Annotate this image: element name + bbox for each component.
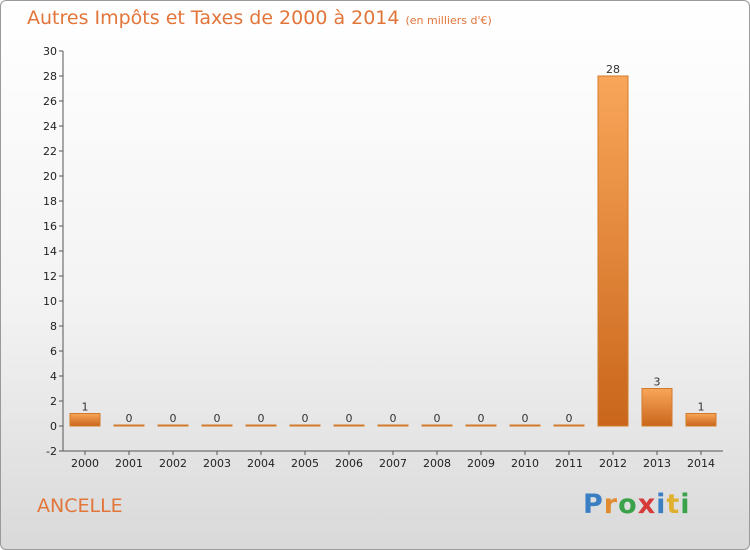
bar [69,413,101,427]
y-tick-label: 0 [50,420,57,433]
y-tick-label: 18 [43,195,57,208]
bars: 1 0 0 0 0 0 0 0 0 0 0 0 28 3 1 [69,63,717,427]
y-tick-label: 10 [43,295,57,308]
bar-value-label: 0 [170,412,177,425]
bar-value-label: 0 [126,412,133,425]
bar-value-label: 1 [698,401,705,414]
x-tick-label: 2013 [643,457,671,470]
y-tick-label: 30 [43,45,57,58]
logo-letter: x [637,489,657,520]
bar-value-label: 3 [654,376,661,389]
bar [553,424,585,427]
y-tick-label: 6 [50,345,57,358]
bar [289,424,321,427]
bar [377,424,409,427]
chart-title: Autres Impôts et Taxes de 2000 à 2014 (en… [27,7,492,29]
bar [597,75,629,427]
bar [685,413,717,427]
bar [157,424,189,427]
x-tick-label: 2005 [291,457,319,470]
bar [113,424,145,427]
y-tick-label: -2 [46,445,57,458]
y-tick-label: 4 [50,370,57,383]
proxiti-logo[interactable]: Proxiti [583,489,691,520]
bar-value-label: 0 [478,412,485,425]
logo-letter: o [618,489,638,520]
x-tick-label: 2003 [203,457,231,470]
y-tick-label: 28 [43,70,57,83]
x-tick-label: 2006 [335,457,363,470]
bar [421,424,453,427]
title-main: Autres Impôts et Taxes de 2000 à 2014 [27,7,400,29]
bar [509,424,541,427]
logo-letter: t [666,489,681,520]
x-tick-label: 2007 [379,457,407,470]
y-tick-label: 14 [43,245,57,258]
bar-value-label: 0 [434,412,441,425]
x-tick-label: 2008 [423,457,451,470]
bar-value-label: 0 [302,412,309,425]
y-tick-label: 26 [43,95,57,108]
bar-value-label: 28 [606,63,620,76]
y-tick-label: 22 [43,145,57,158]
x-tick-label: 2012 [599,457,627,470]
logo-letter: i [656,489,667,520]
logo-letter: P [583,489,604,520]
title-unit: (en milliers d'€) [405,14,492,27]
x-tick-label: 2002 [159,457,187,470]
x-tick-label: 2000 [71,457,99,470]
y-tick-label: 24 [43,120,57,133]
bar-value-label: 0 [390,412,397,425]
commune-name: ANCELLE [37,495,123,517]
bar [641,388,673,427]
bar-value-label: 1 [82,401,89,414]
bar [465,424,497,427]
bar-value-label: 0 [258,412,265,425]
bar-value-label: 0 [522,412,529,425]
y-tick-label: 2 [50,395,57,408]
x-tick-label: 2001 [115,457,143,470]
x-tick-label: 2010 [511,457,539,470]
x-tick-label: 2014 [687,457,715,470]
y-tick-label: 12 [43,270,57,283]
y-tick-label: 8 [50,320,57,333]
bar [201,424,233,427]
bar [333,424,365,427]
y-tick-label: 20 [43,170,57,183]
x-tick-label: 2011 [555,457,583,470]
bar-value-label: 0 [214,412,221,425]
logo-letter: r [603,489,619,520]
x-tick-label: 2009 [467,457,495,470]
logo-letter: i [680,489,691,520]
bar-value-label: 0 [346,412,353,425]
bar-value-label: 0 [566,412,573,425]
bar [245,424,277,427]
y-tick-label: 16 [43,220,57,233]
x-tick-label: 2004 [247,457,275,470]
